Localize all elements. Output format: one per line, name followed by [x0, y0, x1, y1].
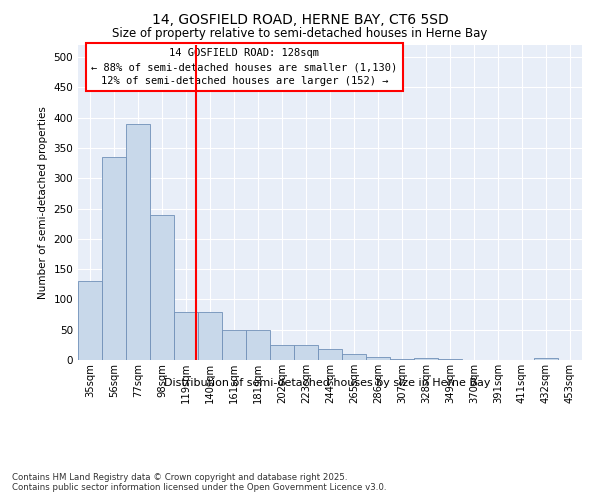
- Bar: [174, 312, 198, 360]
- Bar: [198, 312, 222, 360]
- Text: Size of property relative to semi-detached houses in Herne Bay: Size of property relative to semi-detach…: [112, 28, 488, 40]
- Bar: [270, 345, 294, 360]
- Text: 14 GOSFIELD ROAD: 128sqm
← 88% of semi-detached houses are smaller (1,130)
12% o: 14 GOSFIELD ROAD: 128sqm ← 88% of semi-d…: [91, 48, 397, 86]
- Bar: [342, 354, 366, 360]
- Bar: [78, 281, 102, 360]
- Text: 14, GOSFIELD ROAD, HERNE BAY, CT6 5SD: 14, GOSFIELD ROAD, HERNE BAY, CT6 5SD: [152, 12, 448, 26]
- Bar: [534, 358, 558, 360]
- Bar: [366, 357, 390, 360]
- Y-axis label: Number of semi-detached properties: Number of semi-detached properties: [38, 106, 48, 299]
- Bar: [246, 330, 270, 360]
- Bar: [294, 345, 318, 360]
- Bar: [318, 349, 342, 360]
- Bar: [222, 330, 246, 360]
- Bar: [414, 358, 438, 360]
- Bar: [102, 157, 126, 360]
- Text: Contains HM Land Registry data © Crown copyright and database right 2025.
Contai: Contains HM Land Registry data © Crown c…: [12, 472, 386, 492]
- Bar: [126, 124, 150, 360]
- Bar: [150, 214, 174, 360]
- Text: Distribution of semi-detached houses by size in Herne Bay: Distribution of semi-detached houses by …: [164, 378, 490, 388]
